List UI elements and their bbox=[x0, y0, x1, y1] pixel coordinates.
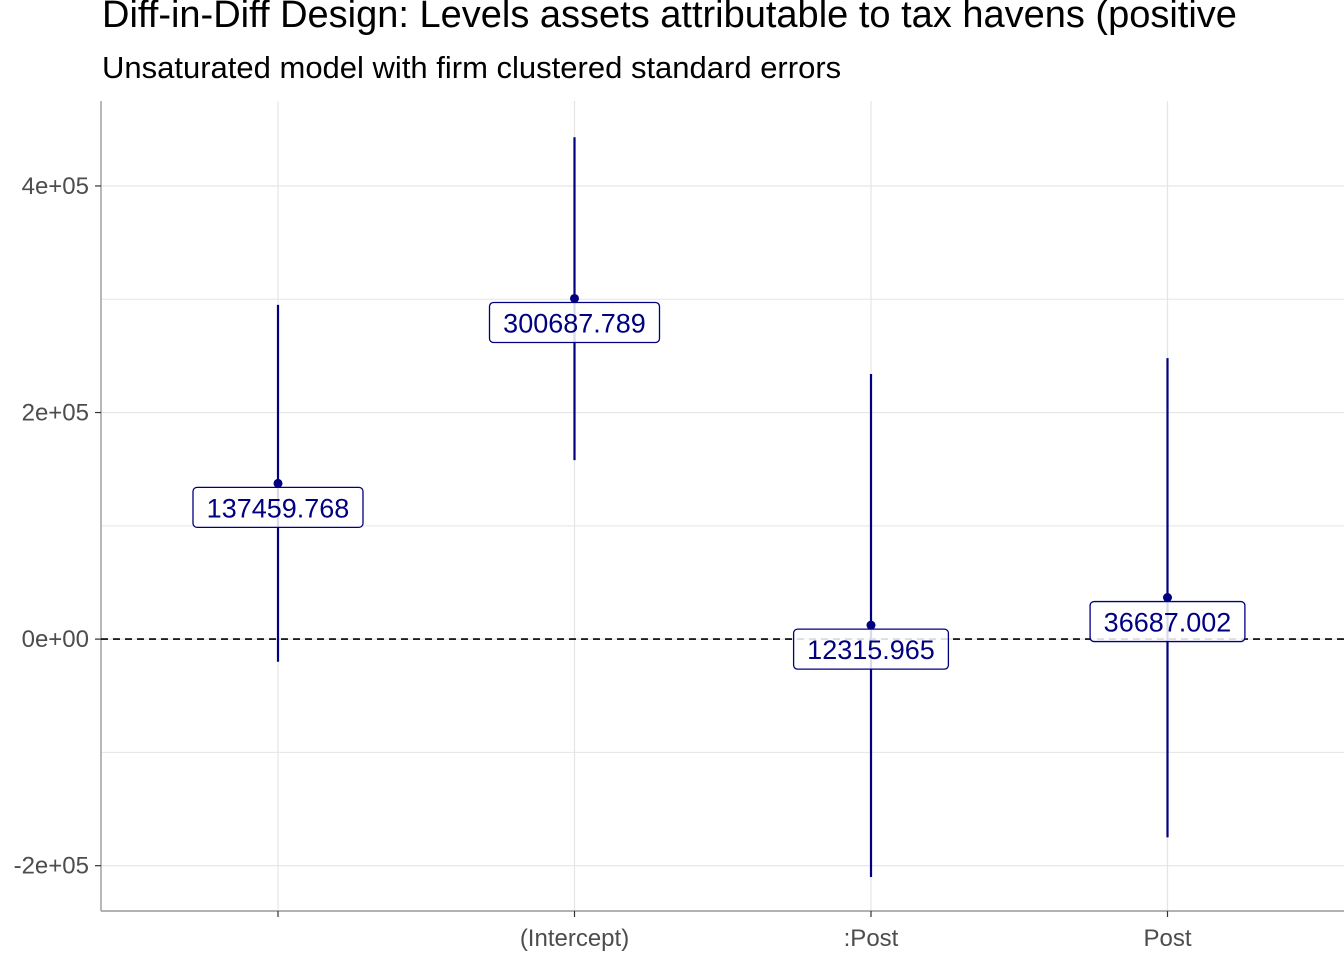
data-label: 12315.965 bbox=[807, 635, 935, 665]
y-tick-label: 0e+00 bbox=[22, 626, 89, 653]
x-tick-label: (Intercept) bbox=[520, 925, 629, 952]
point-estimate bbox=[1163, 593, 1172, 603]
x-tick-label: Post bbox=[1143, 925, 1191, 952]
data-label-box bbox=[792, 628, 950, 670]
data-label: 300687.789 bbox=[503, 308, 646, 338]
chart-subtitle: Unsaturated model with firm clustered st… bbox=[102, 50, 842, 85]
data-label-box bbox=[488, 301, 661, 344]
data-label-box bbox=[192, 486, 364, 529]
chart-title: Diff-in-Diff Design: Levels assets attri… bbox=[102, 0, 1237, 36]
data-label: 36687.002 bbox=[1104, 608, 1232, 638]
y-tick-label: 2e+05 bbox=[22, 400, 89, 427]
point-estimate bbox=[866, 620, 876, 630]
x-tick-label: :Post bbox=[844, 925, 899, 952]
point-estimate bbox=[273, 478, 283, 488]
data-label-box bbox=[1089, 600, 1246, 643]
y-tick-label: 4e+05 bbox=[22, 173, 89, 200]
point-estimate bbox=[570, 293, 579, 303]
data-label: 137459.768 bbox=[207, 493, 350, 523]
y-tick-label: -2e+05 bbox=[14, 853, 89, 880]
